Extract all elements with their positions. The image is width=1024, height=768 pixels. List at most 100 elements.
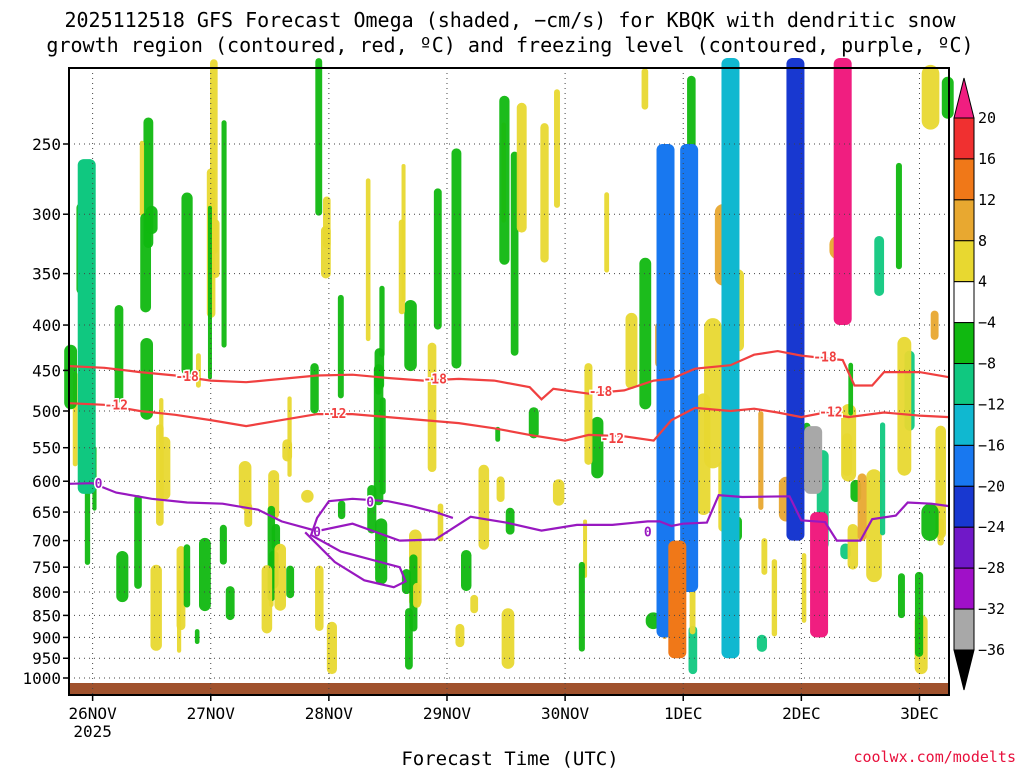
omega-streak [895,162,902,270]
x-tick-label: 1DEC [664,704,703,723]
omega-streak [194,629,200,645]
omega-streak [114,305,124,403]
omega-streak [140,338,154,420]
contour-label: 0 [95,477,103,492]
omega-streak [510,151,519,356]
omega-region [656,144,675,638]
colorbar-label: −4 [978,314,996,332]
omega-streak [496,476,505,503]
omega-streak [499,95,510,265]
omega-streak [857,473,867,541]
colorbar-label: −12 [978,395,1005,413]
colorbar-segment [953,281,975,324]
omega-streak [501,608,515,669]
colorbar-label: −24 [978,518,1005,536]
y-tick-label: 400 [32,316,61,335]
omega-streak [337,294,344,399]
omega-streak [337,500,346,520]
colorbar-segment [953,158,975,201]
omega-streak [365,178,371,342]
omega-streak [495,426,501,442]
omega-streak [315,565,324,632]
colorbar-label: 20 [978,109,996,127]
omega-streak [921,503,939,541]
colorbar-label: −20 [978,477,1005,495]
plot-area: -18 -18 -18 -18 -12 -12 -12 -12 0 0 0 0 [64,58,954,695]
omega-streak [761,538,768,575]
y-tick-label: 750 [32,558,61,577]
contour-label: -12 [323,407,346,422]
credit-text: coolwx.com/modelts [853,748,1016,766]
omega-streak [198,537,211,612]
colorbar-label: 4 [978,273,987,291]
omega-streak [540,123,549,263]
omega-streak [688,625,698,675]
omega-streak [704,318,722,469]
contour-label: -12 [105,399,128,414]
omega-streak [207,205,212,380]
omega-streak [145,205,158,235]
y-tick-label: 950 [32,649,61,668]
omega-streak [301,489,314,503]
contour-label: 0 [366,495,374,510]
omega-streak [225,586,235,621]
y-axis: 250 300 350 400 450 500 550 600 650 700 750 800 850 9… [22,135,69,688]
omega-streak [379,397,386,495]
omega-streak [176,546,186,631]
freezing-level-contour [304,497,454,589]
omega-streak [315,58,323,216]
omega-streak [478,464,490,550]
omega-streak [897,573,905,619]
omega-streak [134,495,142,589]
x-tick-label: 26NOV [69,704,118,723]
omega-streak [470,594,479,614]
colorbar-segment [953,199,975,242]
colorbar-top-arrow [953,77,975,119]
y-tick-label: 700 [32,532,61,551]
dgz-contour-minus18 [68,349,950,401]
omega-streak [427,342,437,472]
omega-streak [375,518,388,585]
omega-streak [897,336,912,476]
colorbar: 20 16 12 8 4 −4 −8 −12 −16 −20 −24 −28 −32 −36 [953,77,1005,691]
y-tick-label: 800 [32,583,61,602]
omega-region [810,512,829,638]
contour-label: 0 [644,525,652,540]
omega-streak [286,565,295,599]
ground-strip [69,683,949,695]
omega-streak [578,561,585,652]
omega-streak [937,518,944,546]
omega-streak [756,634,768,652]
x-tick-label: 28NOV [305,704,354,723]
y-tick-label: 650 [32,503,61,522]
colorbar-segment [953,363,975,405]
omega-streak [116,550,129,603]
omega-streak [261,565,273,634]
contour-label: -18 [175,370,199,385]
omega-streak [584,363,593,465]
omega-streak [244,502,253,528]
contour-label: 0 [313,525,321,540]
colorbar-label: −8 [978,355,996,373]
colorbar-bottom-arrow [953,649,975,691]
omega-streak [461,549,472,592]
x-tick-label: 3DEC [900,704,939,723]
colorbar-segment [953,322,975,365]
chart-title-line1: 2025112518 GFS Forecast Omega (shaded, −… [64,8,956,32]
dgz-contour-minus12 [68,402,950,442]
omega-streak [398,219,405,315]
omega-streak [528,407,539,439]
colorbar-label: −32 [978,600,1005,618]
omega-streak [880,422,886,536]
omega-streak [451,148,462,369]
x-tick-label: 2DEC [782,704,821,723]
omega-streak [433,188,442,330]
contour-label: -18 [813,350,837,365]
omega-streak [841,403,857,482]
colorbar-segment [953,444,975,487]
colorbar-label: 16 [978,150,996,168]
omega-streak [921,64,940,130]
omega-streak [874,235,885,296]
y-tick-label: 250 [32,135,61,154]
